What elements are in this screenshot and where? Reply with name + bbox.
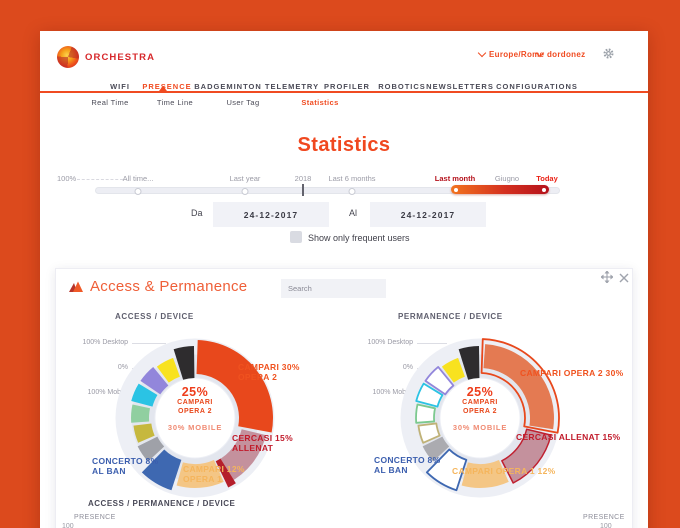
tab-time-line[interactable]: Time Line bbox=[156, 98, 194, 107]
slider-label-100pct: 100% bbox=[57, 174, 77, 183]
presence-axis-label: PRESENCE bbox=[583, 514, 625, 521]
callout-campari-opera2: CAMPARI OPERA 2 30% bbox=[520, 368, 624, 378]
slider-2018-tick bbox=[302, 184, 304, 196]
center-percent: 25% bbox=[181, 385, 209, 399]
chevron-down-icon bbox=[535, 48, 545, 58]
permanence-device-donut-chart[interactable] bbox=[385, 323, 575, 513]
slider-marker[interactable] bbox=[134, 188, 142, 195]
axis-tick-100: 100 bbox=[600, 523, 612, 528]
nav-item-newsletters[interactable]: NEWSLETTERS bbox=[426, 82, 494, 91]
callout-campari-opera2: CAMPARI 30% OPERA 2 bbox=[238, 362, 300, 382]
tab-user-tag[interactable]: User Tag bbox=[226, 98, 260, 107]
close-icon[interactable] bbox=[619, 270, 629, 288]
axis-label-mobile: 100% Mobile bbox=[372, 389, 413, 396]
nav-item-wifi[interactable]: WIFI bbox=[110, 82, 130, 91]
presence-axis-label: PRESENCE bbox=[74, 514, 116, 521]
slider-label-last-year[interactable]: Last year bbox=[229, 174, 261, 183]
bottom-section-title: ACCESS / PERMANENCE / DEVICE bbox=[88, 499, 236, 508]
slider-label-all-time[interactable]: All time... bbox=[122, 174, 154, 183]
timeline-slider-track[interactable] bbox=[95, 187, 560, 194]
da-label: Da bbox=[191, 208, 203, 218]
brand-name: ORCHESTRA bbox=[85, 52, 156, 63]
nav-item-profiler[interactable]: PROFILER bbox=[324, 82, 370, 91]
slider-marker[interactable] bbox=[348, 188, 356, 195]
al-label: Al bbox=[349, 208, 358, 218]
nav-item-badgeminton[interactable]: BADGEMINTON bbox=[194, 82, 262, 91]
axis-tick-100: 100 bbox=[62, 523, 74, 528]
center-line1: CAMPARI bbox=[462, 399, 498, 406]
slider-label-2018[interactable]: 2018 bbox=[294, 174, 312, 183]
axis-label-desktop: 100% Desktop bbox=[367, 339, 413, 346]
slider-handle-start[interactable] bbox=[454, 188, 458, 192]
center-sub: 30% MOBILE bbox=[452, 423, 508, 432]
donut-center-label: 25% CAMPARI OPERA 2 30% MOBILE bbox=[435, 385, 525, 432]
slider-handle-end[interactable] bbox=[542, 188, 546, 192]
date-to-input[interactable] bbox=[370, 202, 486, 227]
chart-title-access-device: ACCESS / DEVICE bbox=[115, 312, 194, 321]
callout-cercasi-allenat: CERCASI 15% ALLENAT bbox=[232, 433, 293, 453]
slider-selected-range[interactable] bbox=[451, 185, 549, 194]
center-sub: 30% MOBILE bbox=[167, 423, 223, 432]
chart-title-permanence-device: PERMANENCE / DEVICE bbox=[398, 312, 503, 321]
date-from-input[interactable] bbox=[213, 202, 329, 227]
timezone-label: Europe/Rome bbox=[489, 50, 545, 59]
timezone-dropdown[interactable]: Europe/Rome bbox=[477, 48, 545, 59]
nav-item-presence[interactable]: PRESENCE bbox=[142, 82, 192, 91]
axis-label-mobile: 100% Mobile bbox=[87, 389, 128, 396]
gear-icon[interactable] bbox=[602, 47, 615, 65]
slider-label-giugno[interactable]: Giugno bbox=[494, 174, 520, 183]
donut-center-label: 25% CAMPARI OPERA 2 30% MOBILE bbox=[150, 385, 240, 432]
move-icon[interactable] bbox=[600, 270, 614, 288]
callout-cercasi-allenat: CERCASI ALLENAT 15% bbox=[516, 432, 621, 442]
slider-label-today[interactable]: Today bbox=[536, 174, 558, 183]
axis-label-zero: 0% bbox=[402, 364, 413, 371]
center-line2: OPERA 2 bbox=[178, 407, 212, 415]
tab-statistics[interactable]: Statistics bbox=[301, 98, 339, 107]
page-title: Statistics bbox=[297, 134, 391, 156]
axis-leader-line bbox=[132, 343, 166, 344]
panel-title: Access & Permanence bbox=[90, 278, 248, 295]
center-line2: OPERA 2 bbox=[463, 407, 497, 415]
chevron-down-icon bbox=[477, 48, 487, 58]
panel-flame-icon bbox=[68, 280, 84, 298]
slider-marker[interactable] bbox=[241, 188, 249, 195]
search-input[interactable] bbox=[281, 279, 386, 298]
nav-item-robotics[interactable]: ROBOTICS bbox=[378, 82, 426, 91]
username-label: dordonez bbox=[547, 50, 586, 59]
axis-label-desktop: 100% Desktop bbox=[82, 339, 128, 346]
access-device-donut-chart[interactable] bbox=[100, 323, 290, 513]
frequent-users-checkbox-label: Show only frequent users bbox=[308, 233, 410, 243]
tab-real-time[interactable]: Real Time bbox=[91, 98, 129, 107]
nav-item-configurations[interactable]: CONFIGURATIONS bbox=[496, 82, 578, 91]
callout-concerto-alban: CONCERTO 8% AL BAN bbox=[92, 456, 159, 476]
orchestra-logo-icon bbox=[57, 46, 79, 68]
slider-leader-line bbox=[77, 179, 123, 180]
callout-concerto-alban: CONCERTO 8% AL BAN bbox=[374, 455, 441, 475]
axis-label-zero: 0% bbox=[117, 364, 128, 371]
slider-label-last-month[interactable]: Last month bbox=[434, 174, 476, 183]
slider-label-last-6-months[interactable]: Last 6 months bbox=[328, 174, 376, 183]
frequent-users-checkbox[interactable] bbox=[290, 231, 302, 243]
active-nav-marker bbox=[159, 86, 167, 91]
user-dropdown[interactable]: dordonez bbox=[535, 48, 586, 59]
callout-campari-opera1: CAMPARI 12% OPERA 1 bbox=[183, 464, 245, 484]
nav-item-telemetry[interactable]: TELEMETRY bbox=[264, 82, 320, 91]
center-percent: 25% bbox=[466, 385, 494, 399]
center-line1: CAMPARI bbox=[177, 399, 213, 406]
axis-leader-line bbox=[417, 343, 447, 344]
nav-underline bbox=[40, 91, 648, 93]
callout-campari-opera1: CAMPARI OPERA 1 12% bbox=[452, 466, 556, 476]
